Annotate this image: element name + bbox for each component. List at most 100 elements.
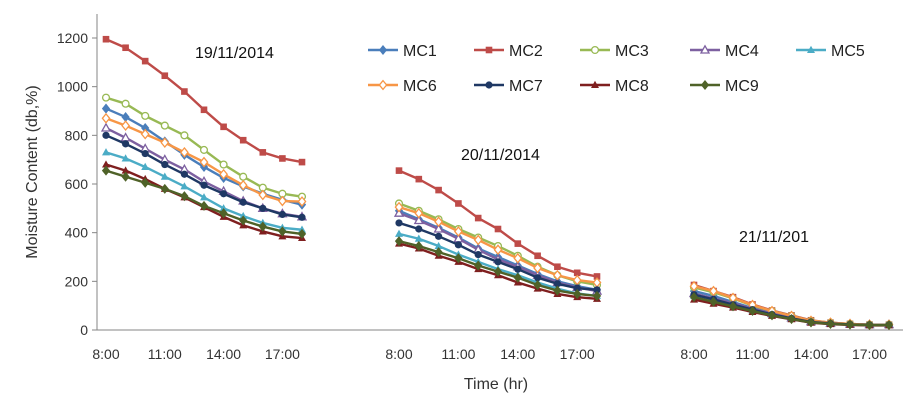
data-point-mc6 — [297, 196, 307, 207]
data-point-mc9 — [258, 221, 267, 232]
x-tick-label: 11:00 — [736, 346, 770, 362]
data-point-mc9 — [493, 266, 503, 277]
data-point-mc2 — [298, 158, 306, 166]
y-tick-label: 800 — [65, 127, 89, 143]
data-point-mc6 — [179, 146, 189, 158]
data-point-mc2 — [593, 273, 601, 280]
legend-marker — [485, 81, 493, 89]
data-point-mc9 — [454, 253, 463, 264]
data-point-mc2 — [181, 88, 188, 95]
data-point-mc9 — [767, 310, 777, 321]
data-point-mc9 — [180, 191, 189, 202]
date-annotation-1: 19/11/2014 — [195, 45, 274, 62]
data-point-mc9 — [101, 165, 111, 176]
data-point-mc7 — [514, 265, 522, 273]
date-annotation-3: 21/11/201 — [739, 229, 809, 246]
x-tick-label: 11:00 — [441, 346, 475, 362]
panel-1 — [100, 35, 308, 242]
data-point-mc3 — [141, 111, 150, 120]
legend-marker — [700, 79, 710, 91]
data-point-mc9 — [806, 317, 816, 328]
x-tick-label: 17:00 — [560, 346, 595, 362]
data-point-mc7 — [553, 280, 562, 288]
data-point-mc9 — [434, 247, 443, 258]
data-point-mc6 — [394, 201, 404, 213]
data-point-mc6 — [434, 216, 444, 228]
data-point-mc9 — [865, 320, 874, 331]
data-point-mc6 — [473, 234, 483, 246]
data-point-mc9 — [592, 290, 602, 301]
legend-item-mc2: MC2 — [474, 43, 543, 60]
data-point-mc7 — [239, 198, 247, 206]
data-point-mc2 — [141, 57, 149, 65]
data-point-mc2 — [395, 167, 403, 174]
data-point-mc6 — [140, 128, 150, 140]
data-point-mc6 — [121, 120, 131, 132]
legend-marker — [485, 46, 493, 54]
data-point-mc6 — [238, 179, 248, 191]
data-point-mc9 — [414, 241, 423, 252]
legend-item-mc5: MC5 — [796, 43, 865, 60]
data-point-mc6 — [219, 168, 229, 180]
legend-marker — [699, 44, 711, 54]
data-point-mc9 — [513, 272, 522, 283]
data-point-mc9 — [573, 288, 582, 300]
legend-label: MC2 — [509, 43, 543, 60]
data-point-mc5 — [180, 182, 189, 190]
data-point-mc8 — [121, 166, 130, 174]
legend-item-mc6: MC6 — [368, 78, 437, 95]
data-point-mc2 — [102, 35, 110, 43]
data-point-mc3 — [160, 121, 169, 130]
data-point-mc3 — [219, 160, 228, 169]
data-point-mc7 — [180, 170, 188, 178]
data-point-mc5 — [160, 172, 169, 180]
x-tick-label: 17:00 — [852, 346, 887, 362]
data-point-mc7 — [259, 204, 267, 212]
data-point-mc9 — [553, 285, 562, 296]
data-point-mc6 — [101, 112, 111, 124]
y-tick-labels: 0 200 400 600 800 1000 1200 — [57, 30, 97, 338]
data-point-mc4 — [100, 122, 112, 132]
data-point-mc9 — [689, 292, 699, 303]
x-tick-label: 11:00 — [148, 346, 182, 362]
data-point-mc7 — [102, 131, 110, 139]
data-point-mc7 — [534, 274, 542, 282]
data-point-mc8 — [102, 160, 110, 168]
y-axis-title: Moisture Content (db,%) — [24, 85, 41, 258]
legend-label: MC7 — [509, 78, 543, 95]
data-point-mc2 — [279, 155, 286, 162]
legend-label: MC5 — [831, 43, 865, 60]
data-point-mc4 — [393, 207, 405, 217]
data-point-mc2 — [554, 263, 561, 271]
x-tick-label: 14:00 — [206, 346, 241, 362]
data-point-mc2 — [200, 106, 208, 114]
data-point-mc7 — [494, 258, 502, 266]
data-point-mc6 — [160, 137, 170, 149]
legend-label: MC4 — [725, 43, 759, 60]
data-point-mc2 — [259, 149, 267, 156]
data-point-mc2 — [161, 72, 169, 80]
data-point-mc7 — [474, 250, 482, 259]
data-point-mc6 — [277, 195, 287, 207]
legend: MC1 MC2 MC3 MC4 MC5 MC6 MC7 MC8 MC9 — [368, 43, 865, 95]
data-point-mc6 — [453, 226, 463, 237]
x-tick-label: 8:00 — [680, 346, 707, 362]
x-axis-title: Time (hr) — [464, 376, 528, 393]
legend-marker — [807, 45, 815, 53]
data-point-mc5 — [200, 193, 208, 201]
legend-item-mc1: MC1 — [368, 43, 437, 60]
data-point-mc9 — [394, 236, 404, 247]
data-point-mc6 — [414, 207, 424, 219]
data-point-mc7 — [573, 284, 581, 292]
legend-label: MC1 — [403, 43, 437, 60]
data-point-mc2 — [122, 44, 129, 52]
data-point-mc6 — [533, 262, 543, 274]
x-tick-labels: 8:00 11:00 14:00 17:00 8:00 11:00 14:00 17:00 8:… — [92, 346, 887, 362]
data-point-mc5 — [434, 241, 443, 250]
y-tick-label: 200 — [65, 273, 89, 289]
data-point-mc5 — [121, 154, 130, 162]
data-point-mc9 — [533, 279, 542, 291]
data-point-mc5 — [414, 234, 423, 242]
x-tick-label: 14:00 — [793, 346, 828, 362]
data-point-mc6 — [493, 244, 503, 256]
